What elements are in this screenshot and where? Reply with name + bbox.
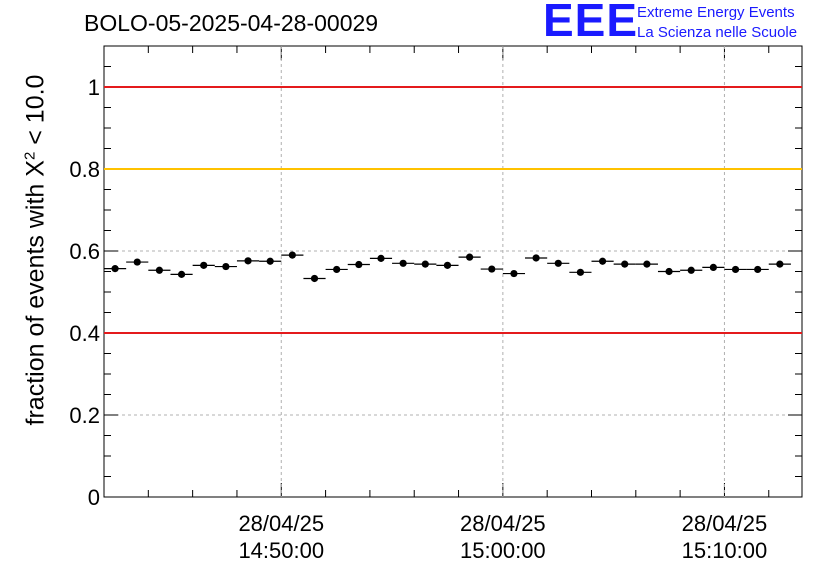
data-point — [643, 260, 651, 268]
y-axis-label-symbol: X — [21, 160, 50, 177]
data-point — [554, 259, 562, 267]
y-axis-label-suffix: < 10.0 — [21, 74, 50, 152]
y-axis-label-superscript: 2 — [21, 151, 39, 161]
data-point — [532, 254, 540, 262]
y-axis-label-prefix: fraction of events with — [21, 176, 50, 426]
x-tick-label-date: 28/04/25 — [460, 511, 546, 536]
y-tick-label: 0 — [88, 485, 100, 510]
data-point — [333, 265, 341, 274]
data-point — [310, 274, 319, 283]
data-point — [377, 254, 385, 262]
logo-text-line2: La Scienza nelle Scuole — [637, 24, 798, 41]
data-point — [177, 270, 186, 278]
y-tick-label: 0.8 — [69, 157, 100, 182]
data-point — [111, 265, 119, 273]
data-point — [576, 268, 585, 276]
data-point — [665, 267, 673, 276]
data-point — [488, 265, 496, 273]
data-point — [776, 260, 784, 268]
data-point — [687, 266, 695, 274]
data-point — [443, 261, 452, 269]
data-point — [200, 261, 208, 269]
data-point — [399, 259, 407, 267]
y-tick-label: 0.2 — [69, 403, 100, 428]
data-point — [133, 258, 141, 266]
data-point — [598, 257, 607, 265]
x-tick-label-date: 28/04/25 — [682, 511, 768, 536]
y-tick-label: 0.6 — [69, 239, 100, 264]
data-point — [421, 260, 429, 268]
eee-logo: EEE Extreme Energy Events La Scienza nel… — [543, 0, 833, 46]
data-point — [709, 263, 717, 271]
x-tick-label-time: 15:00:00 — [460, 538, 546, 563]
data-point — [288, 251, 296, 259]
data-point — [510, 269, 518, 278]
eee-logo-mark: EEE — [543, 0, 639, 46]
x-tick-label-time: 15:10:00 — [682, 538, 768, 563]
data-point — [222, 262, 230, 271]
data-point — [355, 260, 363, 269]
y-axis-label: fraction of events with X2 < 10.0 — [21, 75, 50, 426]
data-point — [731, 265, 740, 274]
x-tick-label-time: 14:50:00 — [238, 538, 324, 563]
data-point — [621, 260, 629, 268]
y-tick-label: 1 — [88, 75, 100, 100]
data-point — [266, 257, 274, 265]
chart-title: BOLO-05-2025-04-28-00029 — [84, 10, 379, 36]
logo-text-line1: Extreme Energy Events — [637, 4, 795, 21]
data-point — [466, 253, 474, 261]
data-point — [754, 265, 762, 274]
x-tick-label-date: 28/04/25 — [238, 511, 324, 536]
data-point — [155, 266, 163, 274]
plot-frame — [103, 45, 803, 498]
data-point — [244, 257, 252, 265]
y-tick-label: 0.4 — [69, 321, 100, 346]
